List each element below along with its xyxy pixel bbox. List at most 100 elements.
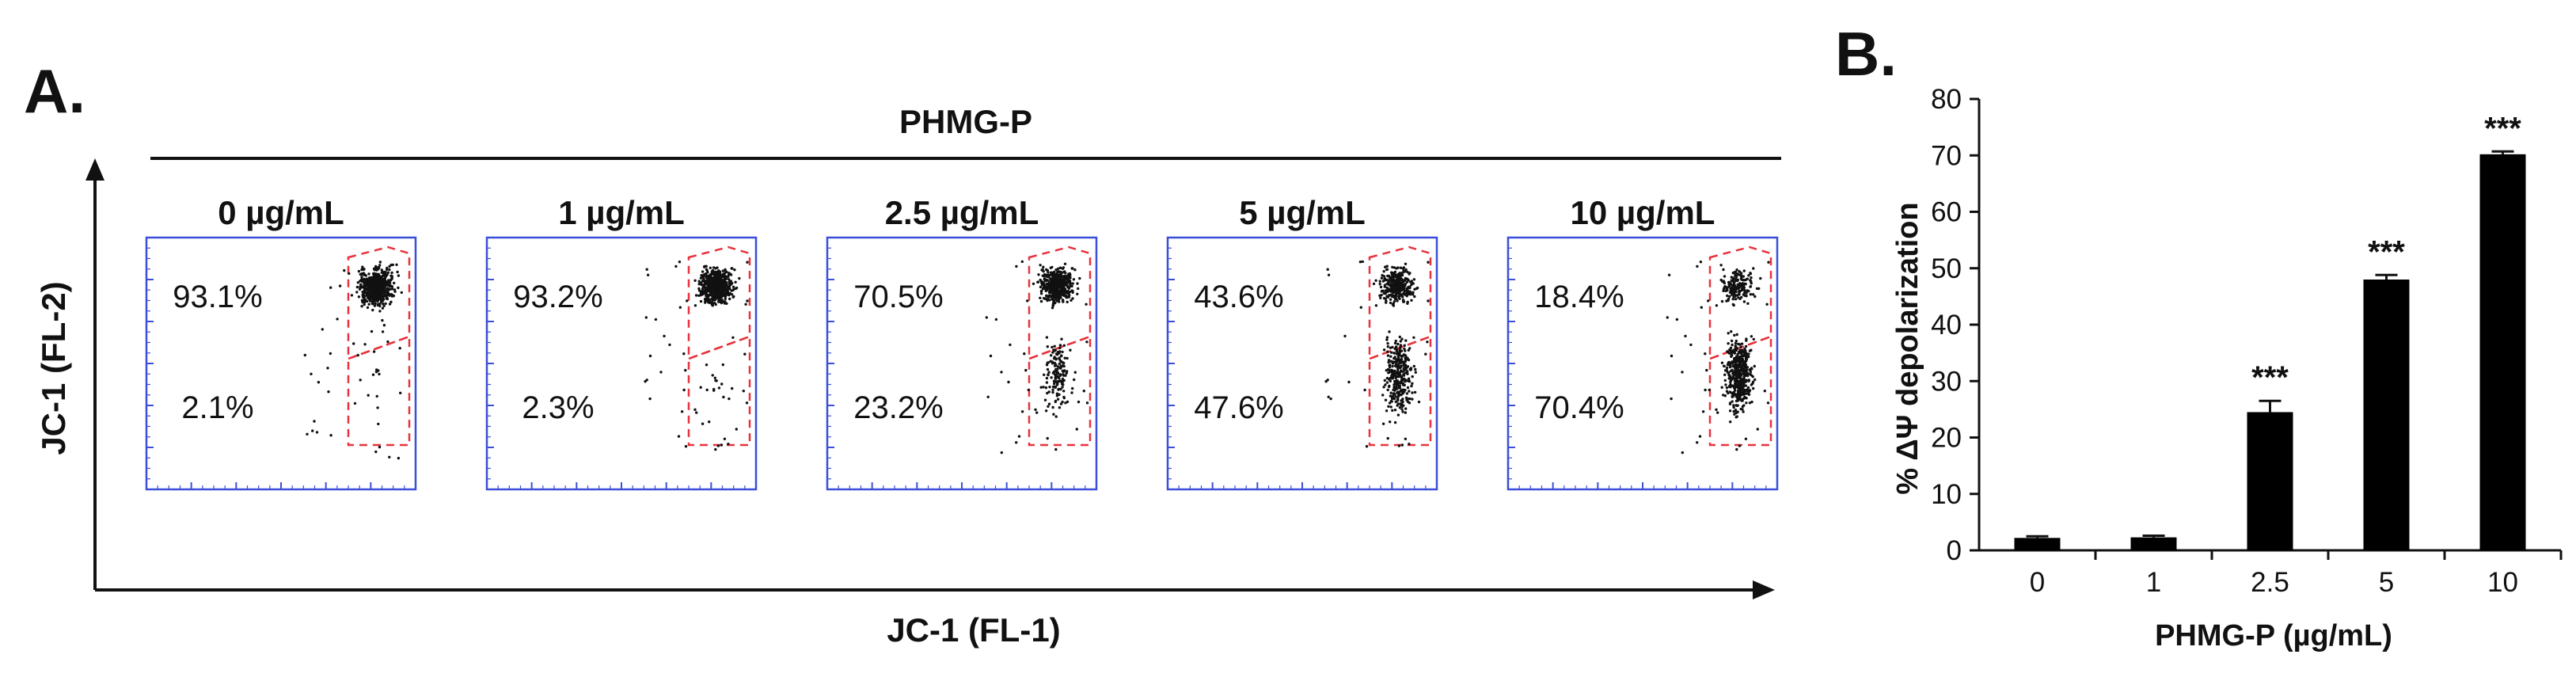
event-dot — [1009, 343, 1012, 347]
event-dot — [399, 391, 402, 394]
event-dot — [1396, 299, 1399, 302]
event-dot — [701, 287, 705, 291]
event-dot — [1385, 336, 1389, 339]
event-dot — [716, 266, 719, 269]
event-dot — [1735, 333, 1738, 337]
event-dot — [1040, 289, 1043, 293]
event-dot — [1024, 368, 1028, 372]
event-dot — [1020, 260, 1024, 264]
event-dot — [384, 289, 387, 292]
event-dot — [1392, 383, 1396, 386]
event-dot — [1066, 400, 1070, 404]
event-dot — [397, 274, 401, 277]
event-dot — [1386, 367, 1390, 371]
event-dot — [1413, 390, 1417, 394]
event-dot — [1395, 294, 1398, 297]
event-dot — [720, 285, 723, 288]
bar-y-tick-label: 80 — [1931, 84, 1962, 115]
event-dot — [1734, 276, 1738, 279]
event-dot — [1391, 360, 1394, 363]
event-dot — [1044, 289, 1048, 293]
event-dot — [398, 347, 401, 350]
event-dot — [1667, 273, 1671, 276]
event-dot — [1396, 273, 1400, 276]
event-dot — [1040, 283, 1044, 287]
event-dot — [1054, 268, 1058, 272]
event-dot — [1389, 351, 1393, 354]
event-dot — [1392, 282, 1396, 285]
event-dot — [1411, 291, 1415, 294]
event-dot — [1765, 302, 1769, 306]
event-dot — [1061, 377, 1065, 381]
event-dot — [1389, 420, 1392, 424]
event-dot — [374, 370, 378, 374]
event-dot — [1746, 302, 1750, 305]
event-dot — [360, 272, 364, 276]
event-dot — [985, 316, 989, 319]
event-dot — [1395, 350, 1399, 353]
plot-concentration-label: 2.5 µg/mL — [885, 194, 1039, 231]
event-dot — [1404, 349, 1407, 352]
event-dot — [1396, 266, 1400, 269]
event-dot — [1744, 368, 1747, 372]
event-dot — [1068, 285, 1072, 288]
event-dot — [994, 318, 998, 321]
bar-category-label: 10 — [2487, 567, 2518, 598]
event-dot — [1053, 361, 1057, 365]
event-dot — [989, 354, 993, 358]
event-dot — [1698, 435, 1702, 438]
event-dot — [357, 269, 361, 273]
event-dot — [1734, 339, 1738, 343]
event-dot — [1723, 394, 1727, 398]
event-dot — [724, 293, 727, 296]
event-dot — [1728, 348, 1731, 352]
event-dot — [1744, 363, 1748, 367]
event-dot — [1062, 374, 1066, 377]
event-dot — [1751, 375, 1754, 379]
event-dot — [1725, 366, 1729, 370]
lower-percent-label: 2.1% — [181, 390, 253, 425]
event-dot — [1751, 382, 1754, 385]
event-dot — [720, 280, 724, 283]
event-dot — [1398, 394, 1402, 397]
dot-plot: 5 µg/mL 43.6% 47.6% — [1166, 194, 1438, 491]
event-dot — [1359, 306, 1363, 309]
event-dot — [1407, 378, 1411, 381]
event-dot — [1073, 268, 1077, 272]
event-dot — [746, 261, 749, 264]
event-dot — [1731, 271, 1734, 275]
event-dot — [697, 280, 701, 283]
event-dot — [727, 443, 730, 446]
event-dot — [717, 386, 721, 390]
event-dot — [1403, 347, 1406, 351]
event-dot — [1731, 393, 1734, 396]
event-dot — [1399, 340, 1403, 343]
event-dot — [1058, 406, 1062, 409]
event-dot — [1411, 391, 1414, 394]
event-dot — [1045, 363, 1049, 367]
event-dot — [1391, 364, 1394, 368]
event-dot — [1404, 396, 1408, 399]
event-dot — [313, 420, 316, 423]
event-dot — [1071, 297, 1074, 300]
event-dot — [355, 291, 359, 294]
event-dot — [1738, 351, 1741, 355]
event-dot — [1060, 337, 1063, 340]
event-dot — [1051, 405, 1054, 409]
event-dot — [1412, 364, 1416, 368]
event-dot — [1750, 280, 1753, 283]
event-dot — [693, 408, 697, 411]
event-dot — [707, 276, 711, 280]
event-dot — [1063, 278, 1067, 281]
event-dot — [1730, 276, 1733, 279]
event-dot — [1720, 361, 1724, 364]
event-dot — [363, 282, 366, 285]
event-dot — [1039, 264, 1042, 267]
event-dot — [713, 376, 716, 379]
event-dot — [1753, 364, 1756, 368]
event-dot — [1427, 261, 1430, 264]
event-dot — [1076, 282, 1079, 285]
event-dot — [1042, 265, 1045, 268]
event-dot — [1722, 394, 1725, 397]
event-dot — [1414, 367, 1417, 371]
